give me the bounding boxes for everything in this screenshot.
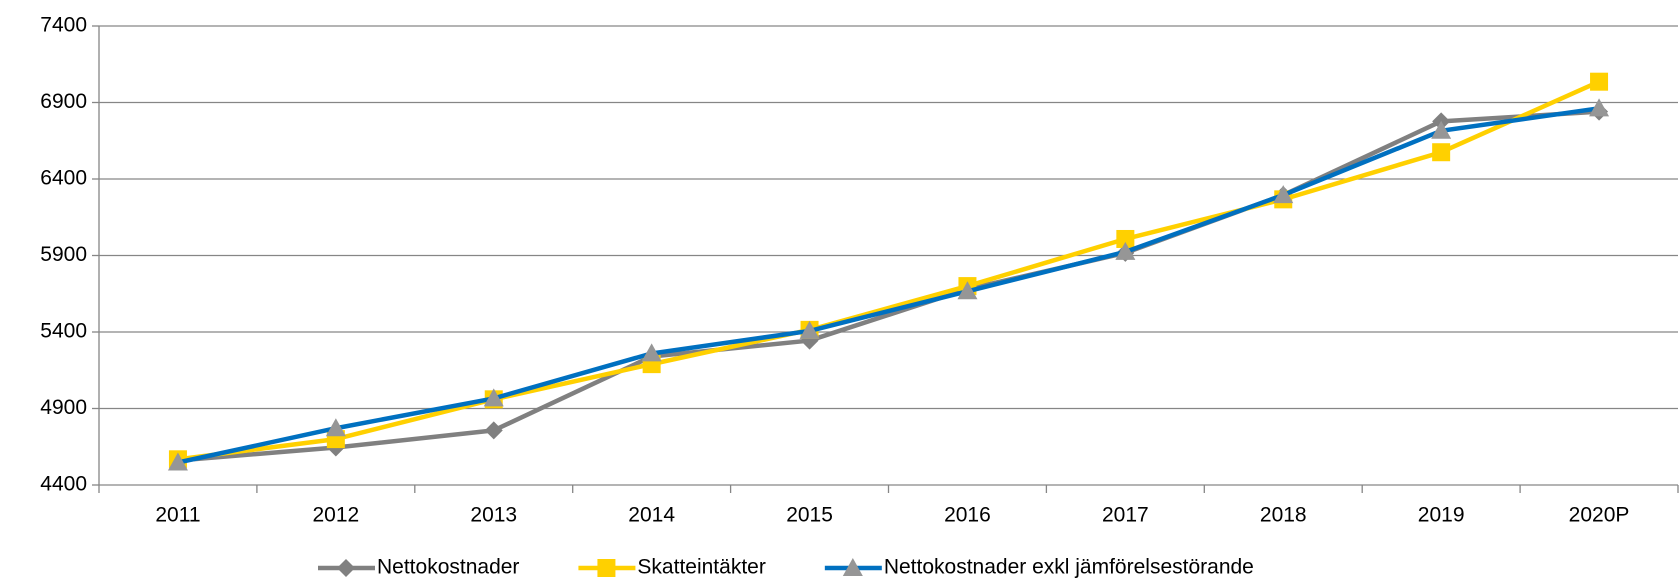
x-tick-label: 2017 (1102, 504, 1149, 527)
legend-item: Nettokostnader (318, 556, 519, 579)
marker (1432, 143, 1451, 162)
x-tick-label: 2019 (1418, 504, 1465, 527)
marker (842, 558, 863, 576)
marker (1273, 185, 1294, 204)
series-line (177, 109, 1600, 463)
legend-item: Nettokostnader exkl jämförelsestörande (824, 556, 1254, 579)
x-tick-label: 2018 (1260, 504, 1307, 527)
marker (1115, 241, 1136, 260)
marker (597, 559, 616, 577)
y-tick-label: 5900 (40, 243, 87, 266)
marker (337, 559, 355, 577)
legend-item: Skatteintäkter (578, 556, 766, 579)
marker (1116, 229, 1135, 248)
legend-label: Nettokostnader exkl jämförelsestörande (884, 556, 1254, 579)
marker (1431, 120, 1452, 139)
y-tick-label: 6900 (40, 90, 87, 113)
marker (483, 388, 504, 407)
marker (484, 421, 503, 440)
marker (957, 281, 978, 300)
y-tick-label: 6400 (40, 167, 87, 190)
y-tick-label: 7400 (40, 14, 87, 37)
marker (1589, 98, 1610, 117)
x-tick-label: 2014 (628, 504, 675, 527)
x-tick-label: 2013 (470, 504, 517, 527)
x-tick-label: 2011 (155, 504, 200, 527)
series-line (177, 106, 1600, 465)
marker (325, 418, 346, 437)
x-tick-label: 2020P (1569, 504, 1630, 527)
legend-label: Skatteintäkter (637, 556, 765, 579)
legend-label: Nettokostnader (377, 556, 519, 579)
marker (167, 452, 188, 471)
y-tick-label: 4400 (40, 473, 87, 496)
marker (799, 320, 820, 339)
x-tick-label: 2012 (312, 504, 359, 527)
y-tick-label: 4900 (40, 396, 87, 419)
y-tick-label: 5400 (40, 320, 87, 343)
series-line (177, 79, 1600, 462)
marker (1590, 72, 1609, 91)
marker (641, 343, 662, 362)
x-tick-label: 2015 (786, 504, 833, 527)
x-tick-label: 2016 (944, 504, 991, 527)
